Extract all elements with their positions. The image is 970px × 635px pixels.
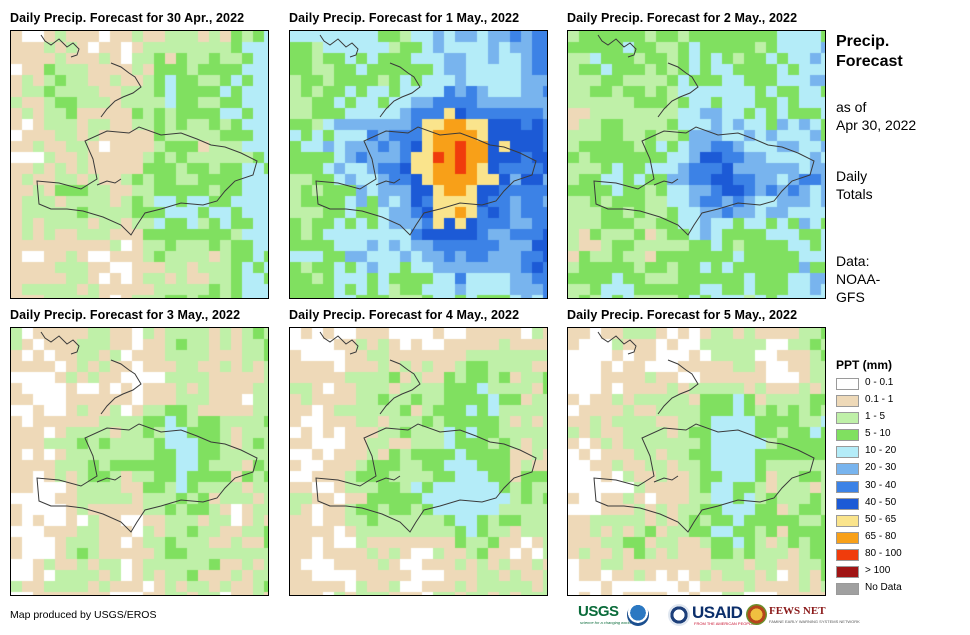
data-source-line2: NOAA-: [836, 271, 881, 287]
coastline: [653, 475, 679, 483]
usgs-tagline: science for a changing world: [580, 620, 631, 625]
panel-title-4: Daily Precip. Forecast for 3 May., 2022: [10, 308, 241, 322]
panel-title-2: Daily Precip. Forecast for 1 May., 2022: [289, 11, 520, 25]
precip-map-5: [289, 327, 548, 596]
legend-swatch: [836, 429, 859, 442]
legend-label: 1 - 5: [865, 411, 886, 423]
coastline: [597, 331, 637, 355]
daily-totals-line2: Totals: [836, 186, 873, 202]
coastline: [379, 62, 421, 118]
legend-swatch: [836, 497, 859, 510]
coastline: [100, 359, 142, 415]
forecast-title: Precip. Forecast: [836, 32, 903, 72]
daily-totals-note: Daily Totals: [836, 167, 873, 203]
coastline: [315, 423, 537, 533]
legend-label: 20 - 30: [865, 462, 897, 474]
coastline: [319, 34, 359, 58]
as-of-label: as of: [836, 99, 867, 115]
legend-swatch: [836, 583, 859, 596]
hispaniola-outline: [315, 34, 537, 236]
hispaniola-outline: [315, 331, 537, 533]
coastline: [657, 359, 699, 415]
legend-label: 0 - 0.1: [865, 377, 894, 388]
hispaniola-outline: [36, 34, 258, 236]
legend-label: 50 - 65: [865, 513, 897, 525]
data-source-line1: Data:: [836, 253, 870, 269]
data-source: Data: NOAA- GFS: [836, 252, 880, 306]
coastline: [96, 178, 122, 186]
usaid-logo: USAID: [692, 603, 743, 622]
legend-label: > 100: [865, 565, 891, 577]
legend-swatch: [836, 531, 859, 544]
credit-text: Map produced by USGS/EROS: [10, 609, 157, 621]
daily-totals-line1: Daily: [836, 168, 868, 184]
legend-label: 65 - 80: [865, 530, 897, 542]
panel-title-1: Daily Precip. Forecast for 30 Apr., 2022: [10, 11, 245, 25]
legend-title: PPT (mm): [836, 358, 893, 372]
hispaniola-outline: [36, 331, 258, 533]
fews-net-icon: [746, 604, 767, 625]
precip-map-1: [10, 30, 269, 299]
precip-map-6: [567, 327, 826, 596]
as-of-date: as of Apr 30, 2022: [836, 98, 916, 134]
precip-map-4: [10, 327, 269, 596]
legend-swatch: [836, 548, 859, 561]
coastline: [375, 475, 401, 483]
panel-title-5: Daily Precip. Forecast for 4 May., 2022: [289, 308, 520, 322]
legend-swatch: [836, 446, 859, 459]
coastline: [593, 126, 815, 236]
legend-label: No Data: [865, 582, 902, 594]
legend-label: 40 - 50: [865, 496, 897, 508]
coastline: [319, 331, 359, 355]
coastline: [100, 62, 142, 118]
legend-swatch: [836, 463, 859, 476]
legend-label: 80 - 100: [865, 547, 902, 559]
usaid-tagline: FROM THE AMERICAN PEOPLE: [694, 621, 754, 626]
coastline: [36, 126, 258, 236]
legend-swatch: [836, 514, 859, 527]
usgs-logo: USGS: [578, 603, 619, 620]
panel-title-6: Daily Precip. Forecast for 5 May., 2022: [567, 308, 798, 322]
partner-logos: USGS science for a changing world USAID …: [578, 603, 860, 629]
precip-map-3: [567, 30, 826, 299]
coastline: [375, 178, 401, 186]
legend-label: 0.1 - 1: [865, 394, 894, 406]
data-source-line3: GFS: [836, 289, 865, 305]
noaa-logo-icon: [627, 604, 649, 626]
precip-map-2: [289, 30, 548, 299]
coastline: [315, 126, 537, 236]
legend-swatch: [836, 412, 859, 425]
legend-swatch: [836, 566, 859, 579]
coastline: [40, 34, 80, 58]
panel-title-3: Daily Precip. Forecast for 2 May., 2022: [567, 11, 798, 25]
coastline: [597, 34, 637, 58]
coastline: [593, 423, 815, 533]
coastline: [657, 62, 699, 118]
forecast-title-line1: Precip.: [836, 33, 890, 50]
fews-net-logo: FEWS NET: [769, 605, 826, 617]
legend-swatch: [836, 480, 859, 493]
coastline: [653, 178, 679, 186]
legend-label: 30 - 40: [865, 479, 897, 491]
legend-label: 10 - 20: [865, 445, 897, 457]
usaid-seal-icon: [668, 604, 690, 626]
fews-net-tagline: FAMINE EARLY WARNING SYSTEMS NETWORK: [769, 619, 860, 624]
coastline: [379, 359, 421, 415]
coastline: [40, 331, 80, 355]
forecast-title-line2: Forecast: [836, 53, 903, 70]
coastline: [36, 423, 258, 533]
legend-label: 5 - 10: [865, 428, 891, 440]
hispaniola-outline: [593, 331, 815, 533]
legend-swatch: [836, 378, 859, 390]
coastline: [96, 475, 122, 483]
as-of-value: Apr 30, 2022: [836, 117, 917, 133]
usgs-logo-text: USGS: [578, 603, 619, 620]
legend-swatch: [836, 395, 859, 408]
hispaniola-outline: [593, 34, 815, 236]
